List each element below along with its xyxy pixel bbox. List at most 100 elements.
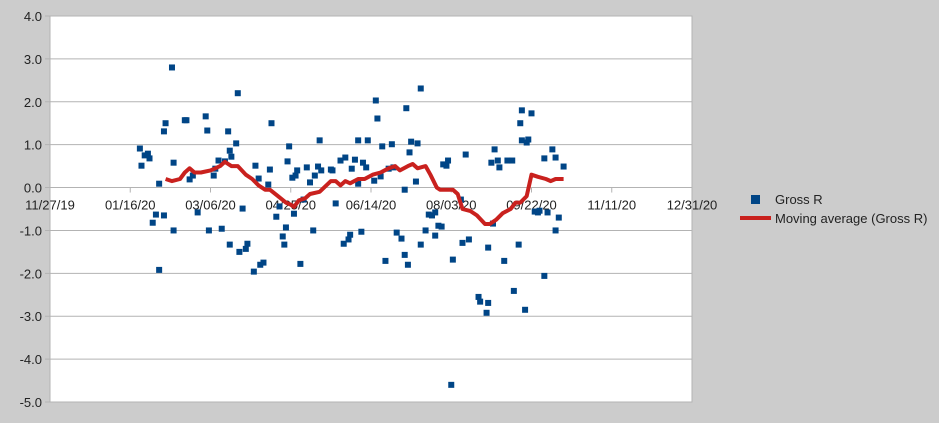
data-point bbox=[170, 159, 177, 166]
y-tick-label: -1.0 bbox=[20, 223, 42, 238]
data-point bbox=[522, 306, 529, 313]
data-point bbox=[465, 236, 472, 243]
data-point bbox=[210, 172, 217, 179]
data-point bbox=[228, 153, 235, 160]
data-point bbox=[348, 165, 355, 172]
data-point bbox=[233, 140, 240, 147]
data-point bbox=[483, 309, 490, 316]
data-point bbox=[406, 149, 413, 156]
data-point bbox=[186, 176, 193, 183]
gross-r-points bbox=[136, 64, 567, 388]
data-point bbox=[292, 172, 299, 179]
data-point bbox=[372, 97, 379, 104]
data-point bbox=[342, 154, 349, 161]
data-point bbox=[347, 231, 354, 238]
data-point bbox=[239, 205, 246, 212]
x-tick-label: 11/11/20 bbox=[587, 198, 636, 213]
data-point bbox=[226, 241, 233, 248]
data-point bbox=[491, 146, 498, 153]
data-point bbox=[255, 175, 262, 182]
data-point bbox=[517, 120, 524, 127]
data-point bbox=[226, 147, 233, 154]
data-point bbox=[250, 268, 257, 275]
data-point bbox=[549, 146, 556, 153]
data-point bbox=[358, 228, 365, 235]
data-point bbox=[281, 241, 288, 248]
data-point bbox=[156, 180, 163, 187]
y-tick-label: -5.0 bbox=[20, 395, 42, 410]
data-point bbox=[244, 240, 251, 247]
data-point bbox=[363, 164, 370, 171]
data-point bbox=[168, 64, 175, 71]
data-point bbox=[218, 225, 225, 232]
data-point bbox=[412, 178, 419, 185]
data-point bbox=[225, 128, 232, 135]
data-point bbox=[146, 155, 153, 162]
data-point bbox=[374, 115, 381, 122]
data-point bbox=[294, 167, 301, 174]
data-point bbox=[194, 209, 201, 216]
data-point bbox=[355, 137, 362, 144]
data-point bbox=[138, 162, 145, 169]
data-point bbox=[183, 117, 190, 124]
data-point bbox=[515, 241, 522, 248]
data-point bbox=[242, 245, 249, 252]
data-point bbox=[265, 181, 272, 188]
data-point bbox=[257, 261, 264, 268]
data-point bbox=[266, 166, 273, 173]
data-point bbox=[552, 154, 559, 161]
data-point bbox=[162, 120, 169, 127]
data-point bbox=[315, 163, 322, 170]
data-point bbox=[215, 157, 222, 164]
data-point bbox=[204, 127, 211, 134]
data-point bbox=[475, 293, 482, 300]
y-tick-label: 3.0 bbox=[24, 52, 42, 67]
data-point bbox=[289, 174, 296, 181]
data-point bbox=[449, 256, 456, 263]
x-tick-label: 03/06/20 bbox=[185, 198, 236, 213]
data-point bbox=[286, 143, 293, 150]
data-point bbox=[337, 157, 344, 164]
data-point bbox=[149, 219, 156, 226]
data-point bbox=[316, 137, 323, 144]
data-point bbox=[393, 229, 400, 236]
data-point bbox=[403, 105, 410, 112]
data-point bbox=[401, 186, 408, 193]
data-point bbox=[417, 85, 424, 92]
data-point bbox=[552, 227, 559, 234]
data-point bbox=[432, 232, 439, 239]
data-point bbox=[144, 150, 151, 157]
data-point bbox=[496, 164, 503, 171]
grid bbox=[45, 15, 692, 403]
data-point bbox=[205, 227, 212, 234]
data-point bbox=[541, 272, 548, 279]
data-point bbox=[371, 177, 378, 184]
data-point bbox=[290, 210, 297, 217]
data-point bbox=[485, 299, 492, 306]
data-point bbox=[273, 213, 280, 220]
data-point bbox=[189, 172, 196, 179]
legend-label-moving-average: Moving average (Gross R) bbox=[775, 211, 927, 226]
x-tick-label: 12/31/20 bbox=[667, 198, 718, 213]
data-point bbox=[477, 298, 484, 305]
data-point bbox=[379, 143, 386, 150]
legend-marker-gross-r bbox=[751, 195, 760, 204]
data-point bbox=[382, 257, 389, 264]
data-point bbox=[141, 152, 148, 159]
data-point bbox=[445, 157, 452, 164]
data-point bbox=[428, 212, 435, 219]
data-point bbox=[488, 159, 495, 166]
data-point bbox=[279, 233, 286, 240]
y-tick-label: -3.0 bbox=[20, 309, 42, 324]
data-point bbox=[414, 140, 421, 147]
data-point bbox=[284, 158, 291, 165]
data-point bbox=[276, 203, 283, 210]
data-point bbox=[136, 145, 143, 152]
data-point bbox=[494, 157, 501, 164]
data-point bbox=[398, 235, 405, 242]
data-point bbox=[440, 161, 447, 168]
y-tick-label: 0.0 bbox=[24, 181, 42, 196]
plot-area bbox=[49, 15, 693, 403]
data-point bbox=[555, 214, 562, 221]
